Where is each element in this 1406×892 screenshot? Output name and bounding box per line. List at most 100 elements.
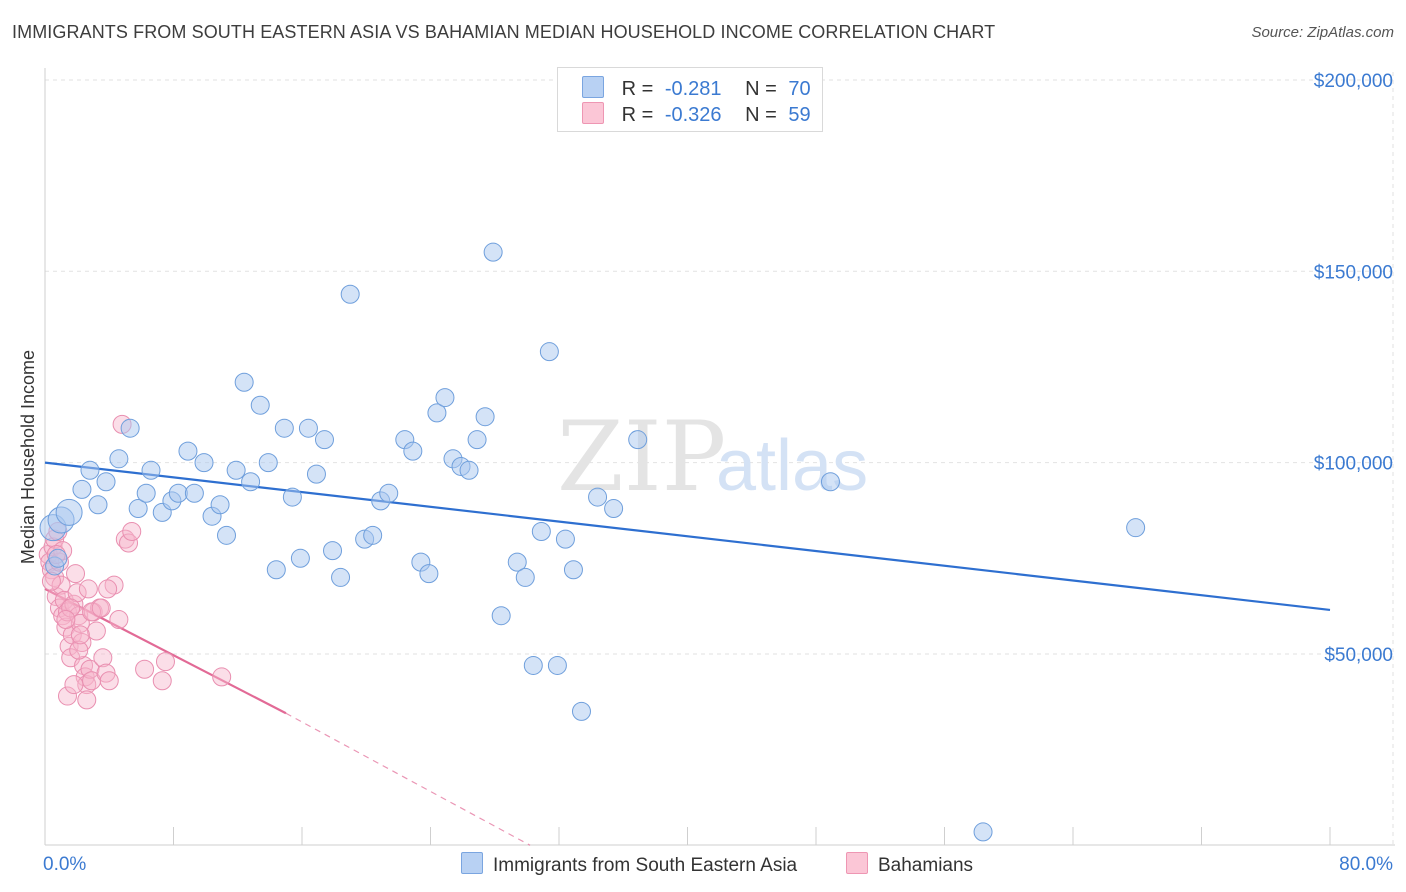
y-tick-label: $50,000 [1324,645,1393,666]
data-point-bahamians [66,564,86,584]
legend: R = -0.281 N = 70 R = -0.326 N = 59 [557,67,823,132]
data-point-immigrants-se-asia [258,453,278,473]
data-point-immigrants-se-asia [467,430,487,450]
data-point-bahamians [70,625,90,645]
data-point-immigrants-se-asia [555,529,575,549]
data-point-immigrants-se-asia [379,483,399,503]
data-point-bahamians [91,598,111,618]
data-point-immigrants-se-asia [55,498,83,526]
legend-row-blue: R = -0.281 N = 70 [582,76,811,102]
data-point-immigrants-se-asia [136,483,156,503]
chart-title: IMMIGRANTS FROM SOUTH EASTERN ASIA VS BA… [12,22,996,42]
data-point-immigrants-se-asia [523,655,543,675]
watermark: ZIP atlas [557,401,868,513]
data-point-bahamians [155,652,175,672]
legend-r-label: R = [621,104,654,126]
data-point-bahamians [135,659,155,679]
bottom-legend-swatch-pink [846,852,868,874]
data-point-bahamians [82,602,102,622]
data-point-immigrants-se-asia [306,464,326,484]
legend-swatch-blue [582,76,604,98]
data-point-immigrants-se-asia [96,472,116,492]
y-axis-label: Median Household Income [18,350,38,564]
data-point-immigrants-se-asia [184,483,204,503]
data-point-immigrants-se-asia [88,495,108,515]
data-point-immigrants-se-asia [298,418,318,438]
trend-line-blue [44,461,1331,612]
legend-n-label: N = [745,78,777,100]
data-point-bahamians [51,575,71,595]
y-tick-label: $100,000 [1314,454,1393,475]
data-points [38,242,1146,842]
legend-n-label: N = [745,104,777,126]
x-tick-right: 80.0% [1339,854,1393,875]
data-point-immigrants-se-asia [1126,518,1146,538]
data-point-immigrants-se-asia [604,499,624,519]
data-point-immigrants-se-asia [435,388,455,408]
data-point-immigrants-se-asia [331,567,351,587]
legend-r-label: R = [621,78,654,100]
data-point-immigrants-se-asia [128,499,148,519]
data-point-immigrants-se-asia [483,242,503,262]
data-point-bahamians [61,598,81,618]
bottom-legend-label-blue: Immigrants from South Eastern Asia [493,855,798,876]
data-point-immigrants-se-asia [403,441,423,461]
bottom-legend-label-pink: Bahamians [878,855,974,876]
trend-line-pink-extension [285,712,531,846]
data-point-immigrants-se-asia [241,472,261,492]
data-point-bahamians [57,602,77,622]
data-point-immigrants-se-asia [973,822,993,842]
data-point-immigrants-se-asia [72,479,92,499]
data-point-bahamians [77,690,97,710]
data-point-bahamians [93,648,113,668]
axes [44,68,1395,846]
data-point-immigrants-se-asia [507,552,527,572]
y-tick-labels: $50,000 $100,000 $150,000 $200,000 [1314,71,1393,666]
y-tick-label: $150,000 [1314,262,1393,283]
data-point-bahamians [57,686,77,706]
data-point-immigrants-se-asia [178,441,198,461]
data-point-immigrants-se-asia [80,460,100,480]
data-point-bahamians [64,675,84,695]
data-point-immigrants-se-asia [217,525,237,545]
data-point-immigrants-se-asia [340,284,360,304]
data-point-immigrants-se-asia [531,522,551,542]
data-point-bahamians [119,533,139,553]
data-point-bahamians [69,606,89,626]
data-point-immigrants-se-asia [628,430,648,450]
data-point-bahamians [78,579,98,599]
watermark-zip: ZIP [557,401,726,513]
y-tick-label: $200,000 [1314,71,1393,92]
data-point-immigrants-se-asia [323,541,343,561]
data-point-immigrants-se-asia [48,548,68,568]
data-point-immigrants-se-asia [539,342,559,362]
data-point-immigrants-se-asia [290,548,310,568]
data-point-immigrants-se-asia [109,449,129,469]
data-point-immigrants-se-asia [475,407,495,427]
data-point-immigrants-se-asia [547,655,567,675]
bottom-legend-item-blue: Immigrants from South Eastern Asia [461,852,797,877]
bottom-legend-swatch-blue [461,852,483,874]
data-point-immigrants-se-asia [266,560,286,580]
data-point-bahamians [86,621,106,641]
data-point-immigrants-se-asia [141,460,161,480]
data-point-immigrants-se-asia [515,567,535,587]
data-point-bahamians [69,640,89,660]
data-point-immigrants-se-asia [314,430,334,450]
data-point-bahamians [212,667,232,687]
data-point-bahamians [72,632,92,652]
data-point-bahamians [152,671,172,691]
data-point-immigrants-se-asia [282,487,302,507]
data-point-bahamians [56,610,76,630]
data-point-bahamians [98,579,118,599]
x-tick-left: 0.0% [43,854,86,875]
legend-r-value: -0.326 [664,104,722,126]
source-note: Source: ZipAtlas.com [1251,24,1394,41]
watermark-atlas: atlas [716,426,868,506]
data-point-immigrants-se-asia [459,460,479,480]
data-point-immigrants-se-asia [427,403,447,423]
legend-r-value: -0.281 [664,78,722,100]
data-point-immigrants-se-asia [168,483,188,503]
data-point-immigrants-se-asia [226,460,246,480]
